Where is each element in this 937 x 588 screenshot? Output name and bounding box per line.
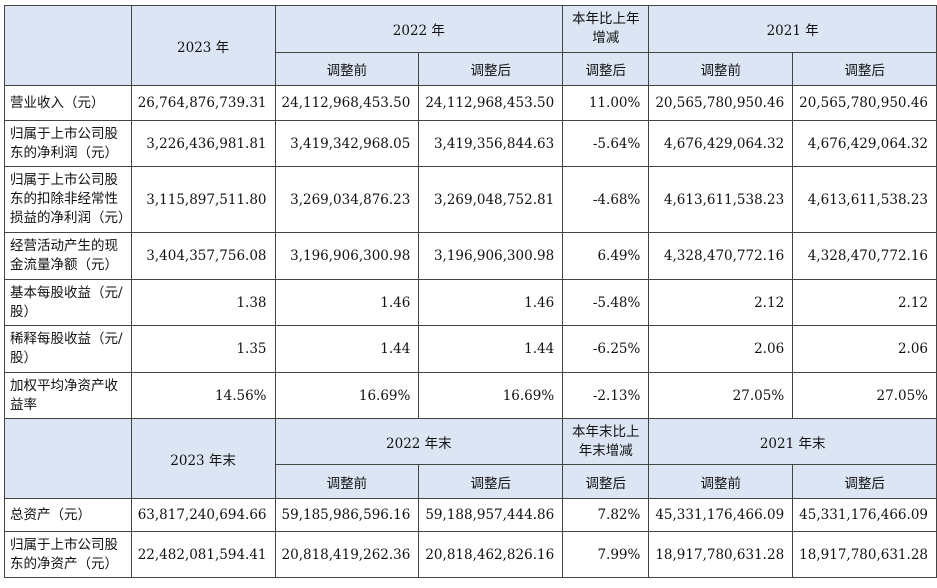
col-header-2022: 2022 年 xyxy=(274,5,564,53)
table-row: 总资产（元） 63,817,240,694.66 59,185,986,596.… xyxy=(4,498,937,532)
value-2022-after: 24,112,968,453.50 xyxy=(418,85,564,121)
value-change: -4.68% xyxy=(562,166,650,233)
row-label: 总资产（元） xyxy=(4,498,132,532)
col-header-2022-after: 调整后 xyxy=(418,52,564,86)
value-2022-after: 3,269,048,752.81 xyxy=(418,166,564,233)
header-row-top: 2023 年末 2022 年末 本年末比上年末增减 2021 年末 xyxy=(4,418,937,499)
table-row: 归属于上市公司股东的净利润（元） 3,226,436,981.81 3,419,… xyxy=(4,120,937,167)
value-2021-before: 4,676,429,064.32 xyxy=(648,120,794,167)
value-2023: 3,404,357,756.08 xyxy=(130,232,276,280)
value-2023: 3,226,436,981.81 xyxy=(130,120,276,167)
financial-data-table: 2023 年 2022 年 本年比上年增减 2021 年 调整前 调整后 调整后… xyxy=(4,5,937,578)
table-row: 归属于上市公司股东的扣除非经常性损益的净利润（元） 3,115,897,511.… xyxy=(4,166,937,233)
value-2023: 1.35 xyxy=(130,325,276,373)
value-2022-before: 3,419,342,968.05 xyxy=(274,120,420,167)
value-2021-after: 45,331,176,466.09 xyxy=(792,498,937,532)
table-row: 稀释每股收益（元/股） 1.35 1.44 1.44 -6.25% 2.06 2… xyxy=(4,325,937,373)
value-2021-after: 4,613,611,538.23 xyxy=(792,166,937,233)
value-2022-before: 1.46 xyxy=(274,279,420,326)
col-header-change: 本年比上年增减 xyxy=(562,5,650,53)
value-2021-after: 4,328,470,772.16 xyxy=(792,232,937,280)
value-2022-after: 59,188,957,444.86 xyxy=(418,498,564,532)
value-2021-before: 4,328,470,772.16 xyxy=(648,232,794,280)
value-2022-after: 3,196,906,300.98 xyxy=(418,232,564,280)
row-label: 稀释每股收益（元/股） xyxy=(4,325,132,373)
row-label: 归属于上市公司股东的净资产（元） xyxy=(4,531,132,578)
row-label: 经营活动产生的现金流量净额（元） xyxy=(4,232,132,280)
value-2023: 1.38 xyxy=(130,279,276,326)
value-2022-after: 16.69% xyxy=(418,372,564,419)
value-2023: 26,764,876,739.31 xyxy=(130,85,276,121)
value-2022-before: 1.44 xyxy=(274,325,420,373)
value-2023: 3,115,897,511.80 xyxy=(130,166,276,233)
value-2022-before: 20,818,419,262.36 xyxy=(274,531,420,578)
col-header-change-after: 调整后 xyxy=(562,52,650,86)
col-header-change-after: 调整后 xyxy=(562,464,650,499)
value-2021-after: 4,676,429,064.32 xyxy=(792,120,937,167)
value-change: 6.49% xyxy=(562,232,650,280)
value-2021-after: 2.12 xyxy=(792,279,937,326)
value-2022-before: 3,196,906,300.98 xyxy=(274,232,420,280)
col-header-2021-before: 调整前 xyxy=(648,52,794,86)
value-change: 11.00% xyxy=(562,85,650,121)
col-header-2021-end: 2021 年末 xyxy=(648,418,937,465)
value-2022-after: 3,419,356,844.63 xyxy=(418,120,564,167)
corner-cell xyxy=(4,5,132,86)
col-header-2022-before: 调整前 xyxy=(274,464,420,499)
col-header-2021-before: 调整前 xyxy=(648,464,794,499)
value-2021-before: 27.05% xyxy=(648,372,794,419)
row-label: 归属于上市公司股东的扣除非经常性损益的净利润（元） xyxy=(4,166,132,233)
value-2022-after: 1.44 xyxy=(418,325,564,373)
header-row-top: 2023 年 2022 年 本年比上年增减 2021 年 xyxy=(4,5,937,86)
value-change: 7.99% xyxy=(562,531,650,578)
value-2021-before: 45,331,176,466.09 xyxy=(648,498,794,532)
value-2022-after: 20,818,462,826.16 xyxy=(418,531,564,578)
col-header-2021-after: 调整后 xyxy=(792,52,937,86)
value-2021-before: 18,917,780,631.28 xyxy=(648,531,794,578)
value-2023: 14.56% xyxy=(130,372,276,419)
row-label: 加权平均净资产收益率 xyxy=(4,372,132,419)
value-2021-before: 2.06 xyxy=(648,325,794,373)
value-2021-before: 20,565,780,950.46 xyxy=(648,85,794,121)
table-row: 归属于上市公司股东的净资产（元） 22,482,081,594.41 20,81… xyxy=(4,531,937,578)
col-header-2023: 2023 年 xyxy=(130,5,276,86)
col-header-2021: 2021 年 xyxy=(648,5,937,53)
value-2022-before: 59,185,986,596.16 xyxy=(274,498,420,532)
header-row-sub: 调整前 调整后 调整后 调整前 调整后 xyxy=(5,52,937,86)
row-label: 营业收入（元） xyxy=(4,85,132,121)
value-2022-before: 24,112,968,453.50 xyxy=(274,85,420,121)
value-2023: 63,817,240,694.66 xyxy=(130,498,276,532)
table-row: 基本每股收益（元/股） 1.38 1.46 1.46 -5.48% 2.12 2… xyxy=(4,279,937,326)
value-change: -6.25% xyxy=(562,325,650,373)
value-2021-before: 4,613,611,538.23 xyxy=(648,166,794,233)
row-label: 归属于上市公司股东的净利润（元） xyxy=(4,120,132,167)
value-2021-before: 2.12 xyxy=(648,279,794,326)
row-label: 基本每股收益（元/股） xyxy=(4,279,132,326)
value-2021-after: 18,917,780,631.28 xyxy=(792,531,937,578)
corner-cell xyxy=(4,418,132,499)
table-row: 经营活动产生的现金流量净额（元） 3,404,357,756.08 3,196,… xyxy=(4,232,937,280)
value-2022-before: 16.69% xyxy=(274,372,420,419)
col-header-change-end: 本年末比上年末增减 xyxy=(562,418,650,465)
value-2021-after: 20,565,780,950.46 xyxy=(792,85,937,121)
value-2022-after: 1.46 xyxy=(418,279,564,326)
header-row-sub: 调整前 调整后 调整后 调整前 调整后 xyxy=(5,464,937,499)
value-2021-after: 27.05% xyxy=(792,372,937,419)
table-row: 营业收入（元） 26,764,876,739.31 24,112,968,453… xyxy=(4,85,937,121)
value-2021-after: 2.06 xyxy=(792,325,937,373)
value-change: -5.48% xyxy=(562,279,650,326)
value-2022-before: 3,269,034,876.23 xyxy=(274,166,420,233)
col-header-2022-after: 调整后 xyxy=(418,464,564,499)
value-change: -5.64% xyxy=(562,120,650,167)
col-header-2022-end: 2022 年末 xyxy=(274,418,564,465)
value-change: -2.13% xyxy=(562,372,650,419)
col-header-2023-end: 2023 年末 xyxy=(130,418,276,499)
value-change: 7.82% xyxy=(562,498,650,532)
table-row: 加权平均净资产收益率 14.56% 16.69% 16.69% -2.13% 2… xyxy=(4,372,937,419)
value-2023: 22,482,081,594.41 xyxy=(130,531,276,578)
col-header-2022-before: 调整前 xyxy=(274,52,420,86)
col-header-2021-after: 调整后 xyxy=(792,464,937,499)
